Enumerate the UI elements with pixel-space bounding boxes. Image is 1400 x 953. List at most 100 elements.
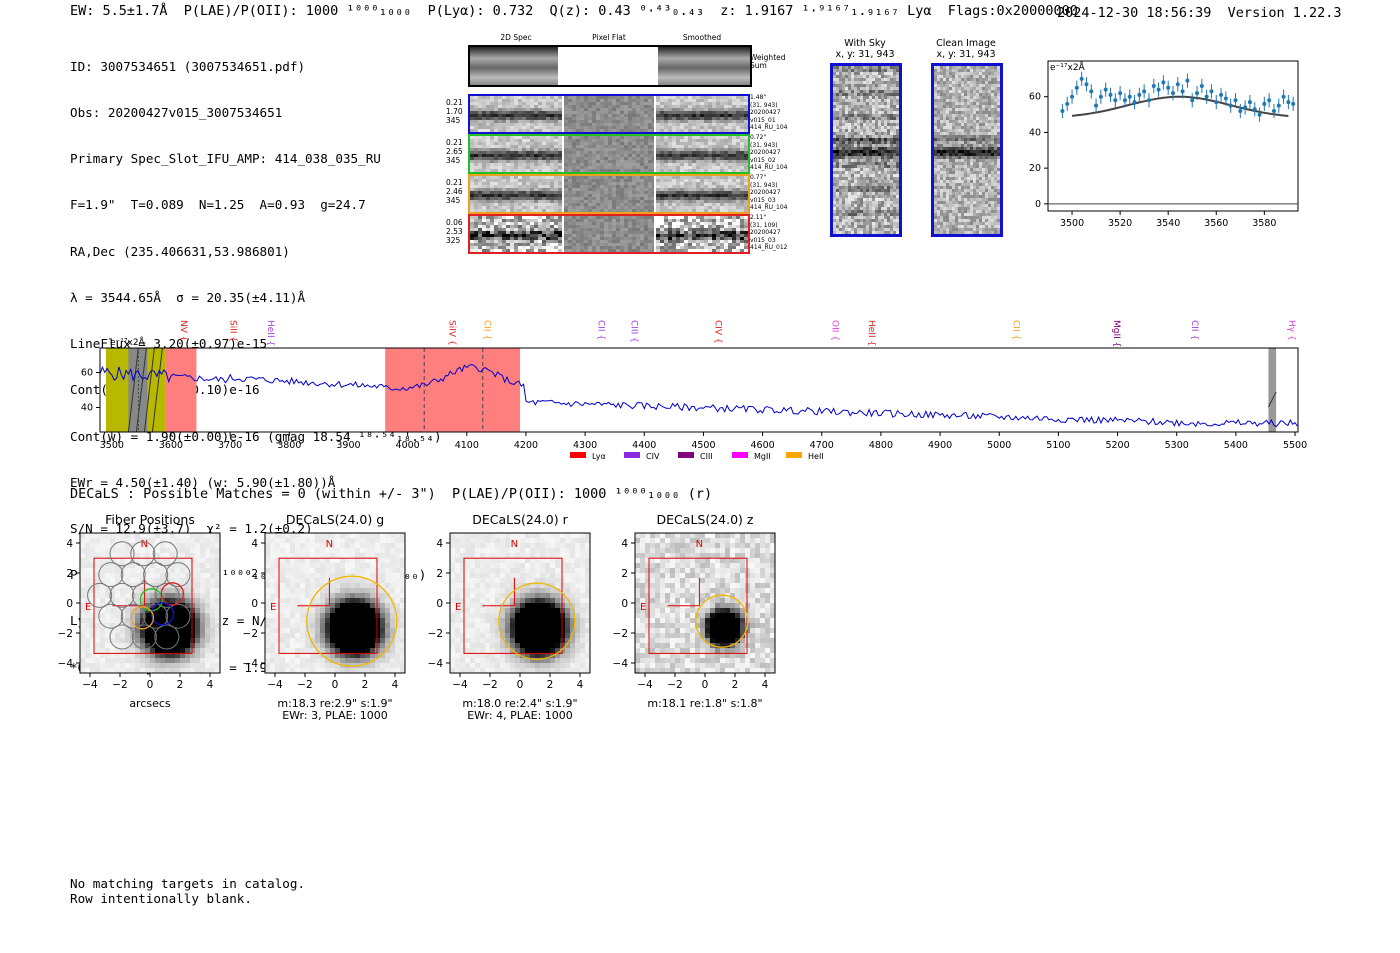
cutout-pixel — [205, 628, 210, 633]
cutout-pixel — [535, 573, 540, 578]
sky-pixel — [961, 165, 964, 168]
sky-pixel — [934, 72, 937, 75]
sky-pixel — [988, 195, 991, 198]
cutout-pixel — [135, 643, 140, 648]
cutout-pixel — [365, 563, 370, 568]
sky-pixel — [878, 156, 881, 159]
sky-pixel — [955, 114, 958, 117]
cutout-pixel — [395, 603, 400, 608]
sky-pixel — [863, 102, 866, 105]
sky-pixel — [985, 72, 988, 75]
sky-pixel — [958, 186, 961, 189]
sky-pixel — [967, 66, 970, 69]
cutout-pixel — [510, 553, 515, 558]
sky-pixel — [896, 87, 899, 90]
cutout-ytick-label: −2 — [243, 628, 258, 640]
sky-pixel — [937, 114, 940, 117]
sky-pixel — [946, 84, 949, 87]
sky-pixel — [893, 222, 896, 225]
sky-pixel — [943, 69, 946, 72]
sky-pixel — [952, 213, 955, 216]
sky-pixel — [878, 216, 881, 219]
sky-pixel — [964, 165, 967, 168]
cutout-pixel — [210, 618, 215, 623]
sky-pixel — [896, 126, 899, 129]
sky-pixel — [884, 207, 887, 210]
cutout-pixel — [95, 563, 100, 568]
sky-pixel — [997, 222, 1000, 225]
cutout-pixel — [475, 603, 480, 608]
sky-pixel — [896, 141, 899, 144]
cutout-pixel — [345, 538, 350, 543]
cutout-pixel — [125, 563, 130, 568]
sky-pixel — [848, 69, 851, 72]
sky-pixel — [973, 72, 976, 75]
sky-pixel — [973, 186, 976, 189]
sky-pixel — [997, 204, 1000, 207]
sky-pixel — [946, 198, 949, 201]
cutout-pixel — [460, 643, 465, 648]
sky-pixel — [836, 189, 839, 192]
with-sky-title: With Sky x, y: 31, 943 — [835, 38, 895, 60]
sky-pixel — [943, 225, 946, 228]
sky-pixel — [845, 102, 848, 105]
sky-pixel — [857, 171, 860, 174]
cutout-pixel — [365, 623, 370, 628]
sky-pixel — [952, 78, 955, 81]
cutout-pixel — [80, 603, 85, 608]
cutout-pixel — [295, 553, 300, 558]
cutout-pixel — [285, 653, 290, 658]
cutout-pixel — [115, 608, 120, 613]
sky-pixel — [848, 96, 851, 99]
sky-pixel — [967, 168, 970, 171]
cutout-pixel — [135, 548, 140, 553]
sky-pixel — [890, 144, 893, 147]
sky-pixel — [884, 165, 887, 168]
cutout-pixel — [355, 588, 360, 593]
sky-pixel — [991, 180, 994, 183]
cutout-pixel — [530, 618, 535, 623]
cutout-pixel — [100, 548, 105, 553]
cutout-pixel — [215, 538, 220, 543]
cutout-pixel — [100, 653, 105, 658]
cutout-pixel — [180, 568, 185, 573]
sky-pixel — [982, 78, 985, 81]
cutout-pixel — [520, 638, 525, 643]
sky-pixel — [848, 231, 851, 234]
cutout-pixel — [390, 658, 395, 663]
sky-pixel — [982, 135, 985, 138]
cutout-pixel — [130, 538, 135, 543]
sky-pixel — [991, 129, 994, 132]
cutout-pixel — [210, 633, 215, 638]
sky-pixel — [961, 144, 964, 147]
cutout-pixel — [380, 603, 385, 608]
zoom-point — [1113, 98, 1118, 103]
sky-pixel — [890, 84, 893, 87]
full-xtick-label: 4400 — [632, 440, 656, 451]
full-ytick-label: 60 — [81, 368, 93, 379]
cutout-pixel — [180, 598, 185, 603]
sky-pixel — [893, 141, 896, 144]
sky-pixel — [952, 117, 955, 120]
cutout-pixel — [205, 593, 210, 598]
cutout-pixel — [145, 558, 150, 563]
cutout-title: DECaLS(24.0) g — [285, 512, 385, 527]
cutout-pixel — [550, 578, 555, 583]
sky-pixel — [884, 96, 887, 99]
cutout-pixel — [540, 553, 545, 558]
sky-pixel — [863, 174, 866, 177]
sky-pixel — [991, 75, 994, 78]
sky-pixel — [875, 174, 878, 177]
sky-pixel — [875, 147, 878, 150]
sky-pixel — [860, 72, 863, 75]
sky-pixel — [845, 183, 848, 186]
cutout-pixel — [200, 583, 205, 588]
sky-pixel — [976, 228, 979, 231]
cutout-pixel — [200, 653, 205, 658]
cutout-pixel — [340, 573, 345, 578]
cutout-pixel — [150, 583, 155, 588]
sky-pixel — [970, 177, 973, 180]
zoom-point — [1271, 109, 1276, 113]
sky-pixel — [833, 81, 836, 84]
cutout-pixel — [135, 553, 140, 558]
